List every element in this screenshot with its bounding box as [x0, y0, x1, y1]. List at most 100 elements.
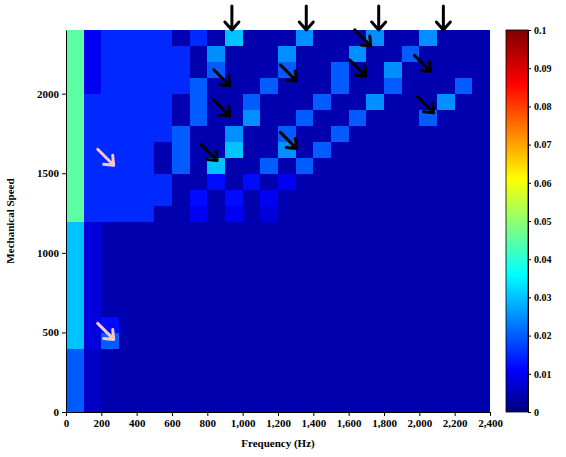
- heatmap-cell: [366, 62, 384, 78]
- heatmap-cell: [190, 173, 208, 189]
- heatmap-cell: [472, 126, 490, 142]
- heatmap-cell: [260, 126, 278, 142]
- heatmap-cell: [243, 189, 261, 205]
- color-bar-axis-tick-label: 0.06: [534, 178, 552, 189]
- y-axis-tick-mark: [62, 94, 66, 95]
- x-axis-tick: 800: [200, 412, 217, 429]
- heatmap-cell: [278, 110, 296, 126]
- y-axis-tick-label: 1000: [37, 247, 60, 259]
- heatmap-cell: [190, 62, 208, 78]
- heatmap-cell: [137, 332, 155, 348]
- heatmap-cell: [260, 94, 278, 110]
- x-axis-tick-label: 600: [164, 417, 181, 429]
- heatmap-cell: [154, 317, 172, 333]
- heatmap-cell: [154, 78, 172, 94]
- y-axis: 0500100015002000: [37, 31, 67, 419]
- heatmap-cell: [243, 30, 261, 46]
- heatmap-cell: [419, 126, 437, 142]
- heatmap-cell: [472, 94, 490, 110]
- heatmap-cell: [313, 46, 331, 62]
- heatmap-cell: [207, 332, 225, 348]
- heatmap-cell: [190, 269, 208, 285]
- heatmap-cell: [296, 380, 314, 396]
- heatmap-cell: [66, 301, 84, 317]
- color-bar-axis-tick-mark: [528, 374, 531, 375]
- heatmap-cell: [402, 348, 420, 364]
- heatmap-cell: [172, 396, 190, 412]
- heatmap-cell: [278, 380, 296, 396]
- color-bar-axis-tick: 0.04: [528, 254, 552, 265]
- heatmap-cell: [402, 157, 420, 173]
- heatmap-cell: [278, 269, 296, 285]
- heatmap-cell: [437, 46, 455, 62]
- heatmap-cell: [366, 269, 384, 285]
- heatmap-cell: [260, 396, 278, 412]
- heatmap-cell: [137, 301, 155, 317]
- x-axis-tick-mark: [313, 412, 314, 416]
- y-axis-line: [66, 31, 67, 413]
- color-bar-axis-tick-label: 0.1: [534, 25, 547, 36]
- heatmap-cell: [313, 62, 331, 78]
- heatmap-cell: [84, 253, 102, 269]
- heatmap-cell: [243, 380, 261, 396]
- heatmap-cell: [349, 301, 367, 317]
- heatmap-cell: [137, 94, 155, 110]
- arrow: [414, 55, 430, 71]
- heatmap-cell: [472, 62, 490, 78]
- heatmap-cell: [349, 189, 367, 205]
- heatmap-cell: [172, 253, 190, 269]
- heatmap-cell: [84, 237, 102, 253]
- heatmap-cell: [84, 396, 102, 412]
- heatmap-cell: [278, 364, 296, 380]
- heatmap-cell: [455, 221, 473, 237]
- heatmap-cell: [419, 253, 437, 269]
- heatmap-cell: [419, 205, 437, 221]
- heatmap-cell: [313, 380, 331, 396]
- y-axis-tick-mark: [62, 253, 66, 254]
- heatmap-cell: [419, 364, 437, 380]
- heatmap-cell: [278, 253, 296, 269]
- heatmap-cell: [455, 141, 473, 157]
- heatmap-cell: [137, 78, 155, 94]
- heatmap-cell: [172, 332, 190, 348]
- heatmap-cell: [101, 396, 119, 412]
- heatmap-cell: [172, 221, 190, 237]
- heatmap-cell: [84, 126, 102, 142]
- heatmap-cell: [137, 285, 155, 301]
- heatmap-cell: [402, 110, 420, 126]
- heatmap-cell: [84, 364, 102, 380]
- heatmap-cell: [349, 317, 367, 333]
- heatmap-cell: [331, 62, 349, 78]
- x-axis-tick-mark: [278, 412, 279, 416]
- heatmap-cell: [437, 269, 455, 285]
- heatmap-cell: [455, 253, 473, 269]
- heatmap-cell: [384, 269, 402, 285]
- heatmap-cell: [384, 157, 402, 173]
- color-bar-axis-tick-mark: [528, 68, 531, 69]
- heatmap-cell: [207, 237, 225, 253]
- heatmap-cell: [419, 269, 437, 285]
- color-bar-axis: 00.010.020.030.040.050.060.070.080.090.1: [528, 25, 552, 418]
- heatmap-cell: [296, 317, 314, 333]
- heatmap-cell: [190, 189, 208, 205]
- heatmap-cell: [278, 205, 296, 221]
- x-axis-tick-label: 0: [64, 417, 70, 429]
- heatmap-cell: [190, 30, 208, 46]
- heatmap-cell: [384, 332, 402, 348]
- heatmap-cell: [313, 269, 331, 285]
- color-bar-axis-tick-label: 0.05: [534, 216, 552, 227]
- heatmap-cell: [66, 253, 84, 269]
- heatmap-cell: [84, 285, 102, 301]
- heatmap-cell: [137, 30, 155, 46]
- heatmap-cell: [296, 348, 314, 364]
- heatmap-cell: [225, 364, 243, 380]
- heatmap-cell: [101, 269, 119, 285]
- heatmap-cell: [366, 253, 384, 269]
- heatmap-cell: [349, 110, 367, 126]
- color-bar-axis-tick-label: 0.04: [534, 254, 552, 265]
- heatmap-cell: [437, 126, 455, 142]
- heatmap-cell: [313, 78, 331, 94]
- heatmap-cell: [260, 173, 278, 189]
- heatmap-cell: [437, 348, 455, 364]
- heatmap-cell: [419, 30, 437, 46]
